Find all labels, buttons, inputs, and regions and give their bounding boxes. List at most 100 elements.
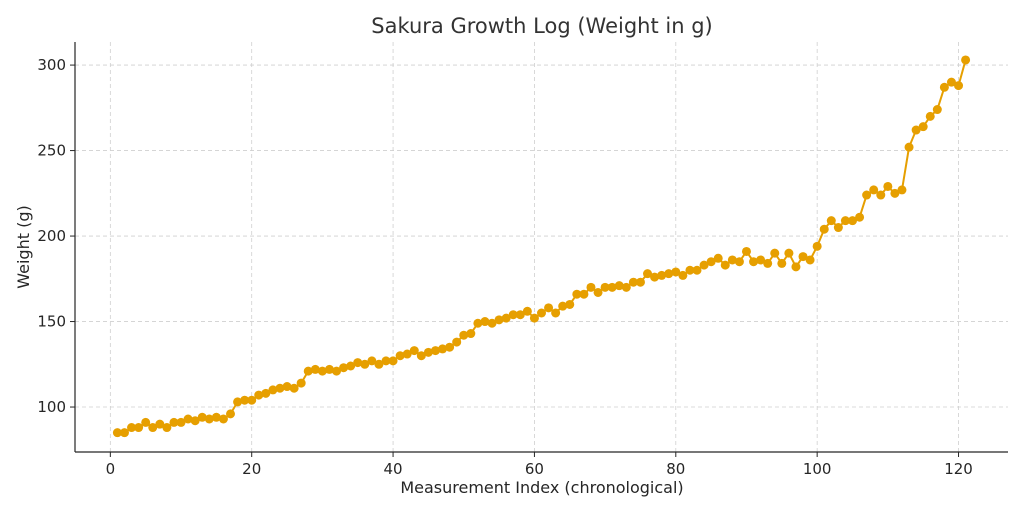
data-point (155, 419, 165, 429)
data-point (586, 282, 596, 292)
y-tick-label: 200 (37, 227, 66, 245)
data-point (911, 125, 921, 135)
data-point (254, 390, 264, 400)
data-point (197, 412, 207, 422)
data-point (777, 258, 787, 268)
x-tick-label: 80 (666, 460, 685, 478)
data-point (233, 397, 243, 407)
data-point (282, 382, 292, 392)
x-tick-label: 20 (242, 460, 261, 478)
data-point (402, 349, 412, 359)
data-point (579, 289, 589, 299)
data-point (812, 241, 822, 251)
data-point (289, 383, 299, 393)
data-point (925, 111, 935, 121)
data-point (954, 81, 964, 91)
data-point (416, 351, 426, 361)
data-point (883, 181, 893, 191)
data-point (848, 216, 857, 226)
data-point (657, 270, 667, 280)
x-tick-label: 60 (525, 460, 544, 478)
data-point (275, 383, 285, 393)
data-point (763, 258, 773, 268)
data-point (430, 346, 440, 356)
data-point (671, 267, 681, 277)
data-point (353, 358, 363, 368)
data-point (840, 216, 850, 226)
data-point (261, 388, 271, 398)
data-point (727, 255, 737, 265)
data-point (635, 277, 645, 287)
data-point (339, 363, 349, 373)
x-tick-label: 100 (803, 460, 832, 478)
data-point (112, 428, 122, 438)
data-point (529, 313, 539, 323)
data-point (826, 216, 836, 226)
data-point (480, 317, 490, 327)
data-point (572, 289, 582, 299)
data-point (862, 190, 872, 200)
data-point (218, 414, 228, 424)
data-point (374, 359, 384, 369)
series-line (117, 59, 967, 434)
data-point (240, 395, 250, 405)
y-tick-label: 300 (37, 56, 66, 74)
data-point (487, 318, 497, 328)
data-point (423, 347, 433, 357)
data-point (466, 329, 476, 339)
data-point (459, 330, 469, 340)
data-point (515, 310, 525, 320)
data-point (650, 272, 660, 282)
data-point (791, 262, 801, 272)
data-point (183, 414, 193, 424)
data-point (890, 188, 900, 198)
data-point (961, 55, 971, 65)
data-point (628, 277, 638, 287)
data-point (614, 281, 624, 291)
data-point (169, 417, 179, 427)
data-point (756, 255, 766, 265)
data-point (607, 282, 617, 292)
data-point (643, 269, 653, 279)
data-point (593, 287, 603, 297)
data-point (162, 423, 172, 433)
data-point (494, 315, 504, 325)
chart-title: Sakura Growth Log (Weight in g) (371, 14, 712, 38)
data-point (685, 265, 695, 275)
data-point (897, 185, 907, 195)
y-tick-label: 150 (37, 313, 66, 331)
data-point (452, 337, 462, 347)
y-tick-label: 250 (37, 142, 66, 160)
data-point (247, 395, 257, 405)
data-point (317, 366, 327, 376)
data-point (226, 409, 235, 419)
data-point (176, 417, 186, 427)
data-point (699, 260, 709, 270)
data-point (565, 299, 575, 309)
data-point (805, 255, 815, 265)
x-tick-label: 120 (944, 460, 973, 478)
data-point (134, 423, 144, 433)
data-point (558, 301, 568, 311)
data-point (720, 260, 730, 270)
y-axis-label: Weight (g) (14, 205, 33, 288)
data-point (551, 308, 561, 318)
data-point (360, 359, 370, 369)
data-point (119, 428, 129, 438)
data-point (904, 142, 914, 152)
data-point (537, 308, 546, 318)
data-point (388, 356, 398, 366)
data-point (749, 257, 759, 267)
data-point (833, 223, 843, 233)
data-point (204, 414, 214, 424)
data-point (508, 310, 518, 320)
data-point (190, 416, 200, 426)
data-point (303, 366, 313, 376)
data-point (148, 423, 158, 433)
data-point (678, 270, 688, 280)
data-point (932, 105, 942, 115)
data-point (501, 313, 511, 323)
data-point (869, 185, 879, 195)
data-point (770, 248, 780, 258)
